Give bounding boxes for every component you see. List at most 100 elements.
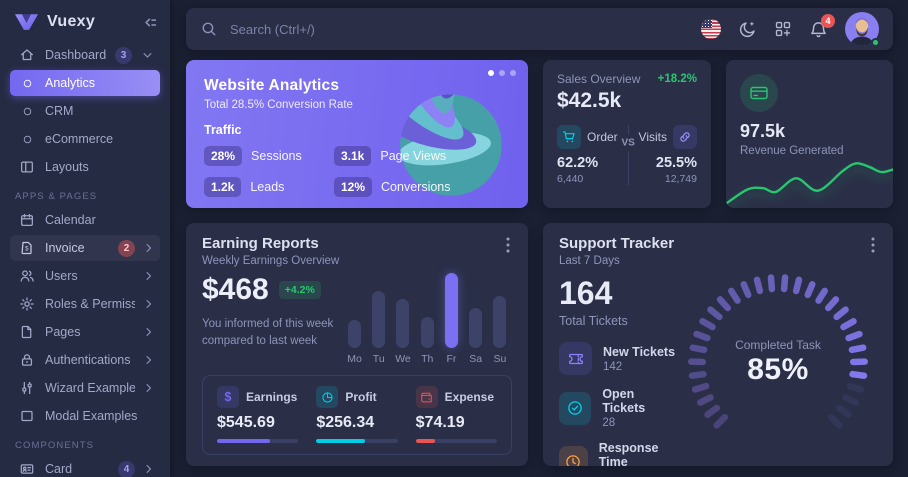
bar-mo: Mo (342, 269, 366, 365)
vs-divider: VS (621, 125, 635, 185)
traffic-stat-value: 28% (204, 146, 243, 166)
us-flag-icon[interactable] (701, 19, 721, 39)
carousel-dot[interactable] (510, 70, 516, 76)
earning-stats-box: $ Earnings $545.69 Profit $256.34 Expense $74.… (202, 375, 512, 455)
notification-badge: 4 (821, 13, 835, 28)
earning-stat-label: Expense (444, 390, 495, 404)
chevron-right-icon (146, 383, 152, 393)
chevron-right-icon (146, 299, 152, 309)
sidebar-item-layouts[interactable]: Layouts (10, 154, 160, 180)
sidebar-item-authentications[interactable]: Authentications (10, 347, 160, 373)
website-analytics-subtitle: Total 28.5% Conversion Rate (204, 99, 353, 111)
ticket-stat-value: 142 (603, 360, 623, 373)
wallet-icon (415, 386, 438, 408)
search-input[interactable] (228, 20, 701, 38)
sidebar-item-invoice[interactable]: $ Invoice 2 (10, 235, 160, 261)
kebab-menu-icon[interactable] (869, 235, 877, 255)
modal-icon (18, 408, 36, 424)
search-icon[interactable] (200, 20, 218, 38)
sidebar-item-label: CRM (45, 104, 74, 118)
earning-reports-card: Earning Reports Weekly Earnings Overview… (186, 223, 528, 466)
chevron-right-icon (146, 464, 152, 474)
completed-task-gauge: Completed Task 85% (679, 269, 877, 455)
sidebar-item-roles-permissions[interactable]: Roles & Permissions (10, 291, 160, 317)
weekly-earnings-bar-chart: Mo Tu We Th Fr Sa Su (338, 269, 512, 365)
shortcuts-icon[interactable] (774, 20, 792, 38)
earnings-note: You informed of this week compared to la… (202, 317, 334, 347)
sidebar-item-wizard-examples[interactable]: Wizard Examples (10, 375, 160, 401)
sidebar-item-calendar[interactable]: Calendar (10, 207, 160, 233)
svg-text:$: $ (25, 245, 29, 252)
gauge-label: Completed Task (735, 337, 821, 352)
sidebar-item-modal-examples[interactable]: Modal Examples (10, 403, 160, 429)
avatar[interactable] (845, 12, 880, 47)
moon-icon[interactable] (738, 20, 757, 39)
brand: Vuexy (0, 0, 170, 40)
order-label: Order (587, 130, 618, 144)
users-icon (18, 268, 36, 284)
sidebar: Vuexy Dashboard 3 Analytics CRM eCommerce Lay… (0, 0, 170, 477)
sidebar-badge: 2 (118, 239, 135, 257)
topbar-inner: 4 (186, 8, 893, 50)
online-status-dot (871, 38, 880, 47)
earning-stat-profit: Profit $256.34 (316, 386, 398, 443)
sidebar-item-pages[interactable]: Pages (10, 319, 160, 345)
chevron-right-icon (146, 355, 152, 365)
ticket-stat-open-tickets: Open Tickets 28 (559, 387, 679, 429)
traffic-stat-label: Sessions (251, 149, 302, 163)
bell-icon[interactable]: 4 (809, 13, 835, 39)
visits-label: Visits (638, 130, 667, 144)
bar-value (444, 273, 458, 348)
sidebar-item-crm[interactable]: CRM (10, 98, 160, 124)
sidebar-item-card[interactable]: Card 4 (10, 456, 160, 477)
ticket-stat-label: New Tickets (603, 344, 676, 359)
carousel-dots[interactable] (488, 70, 516, 76)
dashboard-content: Website Analytics Total 28.5% Conversion… (170, 50, 908, 477)
revenue-value: 97.5k (740, 121, 786, 141)
sidebar-item-analytics[interactable]: Analytics (10, 70, 160, 96)
bar-value (493, 295, 507, 348)
traffic-stat-label: Leads (250, 180, 285, 194)
bar-value (469, 307, 483, 348)
bar-th: Th (415, 269, 439, 365)
ticket-stats-list: New Tickets 142 Open Tickets 28 Response Tim… (559, 342, 679, 466)
carousel-dot-active[interactable] (488, 70, 494, 76)
sales-total: $42.5k (557, 89, 622, 112)
earning-stat-value: $545.69 (217, 414, 275, 431)
sidebar-item-label: Users (45, 269, 78, 283)
brand-name: Vuexy (47, 13, 96, 30)
traffic-heading: Traffic (204, 123, 242, 137)
traffic-stat-page-views: 3.1k Page Views (334, 146, 510, 166)
collapse-sidebar-icon[interactable] (143, 15, 158, 30)
earning-stat-label: Earnings (246, 390, 298, 404)
support-tracker-card: Support Tracker Last 7 Days 164 Total Ti… (543, 223, 893, 466)
sidebar-item-users[interactable]: Users (10, 263, 160, 289)
chevron-right-icon (146, 271, 152, 281)
kebab-menu-icon[interactable] (504, 235, 512, 255)
sidebar-item-label: Modal Examples (45, 409, 138, 423)
earning-stat-label: Profit (345, 390, 377, 404)
sales-overview-card: Sales Overview +18.2% $42.5k Order 62.2%… (543, 60, 711, 208)
earning-stat-value: $256.34 (316, 414, 375, 431)
revenue-generated-card: 97.5k Revenue Generated (726, 60, 893, 208)
sidebar-item-ecommerce[interactable]: eCommerce (10, 126, 160, 152)
sidebar-item-label: Invoice (45, 241, 85, 255)
carousel-dot[interactable] (499, 70, 505, 76)
check-circle-icon (559, 391, 592, 425)
traffic-stat-value: 3.1k (334, 146, 372, 166)
ticket-stat-new-tickets: New Tickets 142 (559, 342, 679, 375)
flag-canton (701, 19, 712, 28)
lock-icon (18, 352, 36, 368)
bar-label: Su (493, 353, 507, 365)
topbar: 4 (170, 0, 908, 50)
cart-icon (557, 125, 581, 149)
total-tickets-label: Total Tickets (559, 314, 628, 328)
order-count: 6,440 (557, 173, 584, 185)
bar-tu: Tu (367, 269, 391, 365)
traffic-stat-leads: 1.2k Leads (204, 177, 322, 197)
layout-icon (18, 159, 36, 175)
sales-change: +18.2% (657, 73, 697, 85)
sidebar-item-dashboard[interactable]: Dashboard 3 (10, 42, 160, 68)
order-visits-compare: Order 62.2% 6,440 VS Visits (557, 125, 697, 185)
home-icon (18, 47, 36, 63)
